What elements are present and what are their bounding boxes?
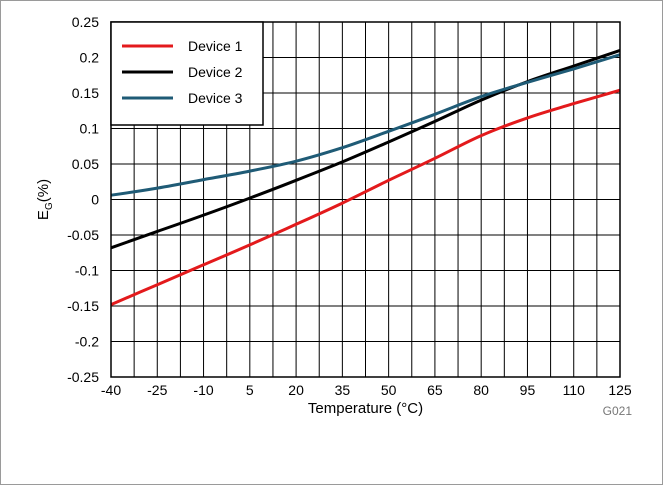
y-tick-label: 0.1 (80, 121, 100, 137)
y-tick-label: -0.05 (67, 227, 99, 243)
x-tick-label: -10 (193, 382, 213, 398)
y-tick-label: -0.1 (75, 263, 99, 279)
legend-label-device-2: Device 2 (188, 64, 243, 80)
y-tick-label: -0.15 (67, 298, 99, 314)
y-tick-label: 0.25 (72, 14, 99, 30)
y-axis-title-main: E (35, 210, 52, 220)
y-axis-title: EG(%) (35, 179, 55, 220)
y-tick-label: 0.05 (72, 156, 99, 172)
grid (111, 22, 620, 377)
y-tick-label: -0.2 (75, 334, 99, 350)
x-tick-label: 20 (288, 382, 304, 398)
x-axis-title: Temperature (°C) (308, 400, 423, 417)
y-tick-label: 0.15 (72, 85, 99, 101)
y-axis-title-suffix: (%) (35, 179, 52, 202)
series-line-device-3 (110, 53, 621, 197)
y-tick-label: 0.2 (80, 50, 100, 66)
x-tick-label: -40 (101, 382, 121, 398)
y-axis-title-subscript: G (44, 202, 55, 210)
x-tick-label: 5 (246, 382, 254, 398)
y-tick-label: 0 (91, 192, 99, 208)
x-tick-label: -25 (147, 382, 167, 398)
legend: Device 1 Device 2 Device 3 (110, 21, 264, 126)
x-tick-label: 110 (563, 382, 586, 398)
figure-id: G021 (603, 404, 633, 418)
legend-label-device-1: Device 1 (188, 38, 243, 54)
x-tick-label: 65 (427, 382, 443, 398)
series-line-device-1 (110, 88, 621, 306)
tick-labels: -0.25 -0.2 -0.15 -0.1 -0.05 0 0.05 0.1 0.15 0.2 0.… (67, 14, 632, 398)
x-tick-label: 35 (335, 382, 351, 398)
x-tick-label: 95 (520, 382, 536, 398)
y-tick-label: -0.25 (67, 369, 99, 385)
x-tick-label: 50 (381, 382, 397, 398)
series-lines (110, 48, 621, 306)
legend-label-device-3: Device 3 (188, 90, 243, 106)
x-tick-label: 125 (608, 382, 632, 398)
x-tick-label: 80 (473, 382, 489, 398)
plot-area-border (110, 21, 621, 378)
